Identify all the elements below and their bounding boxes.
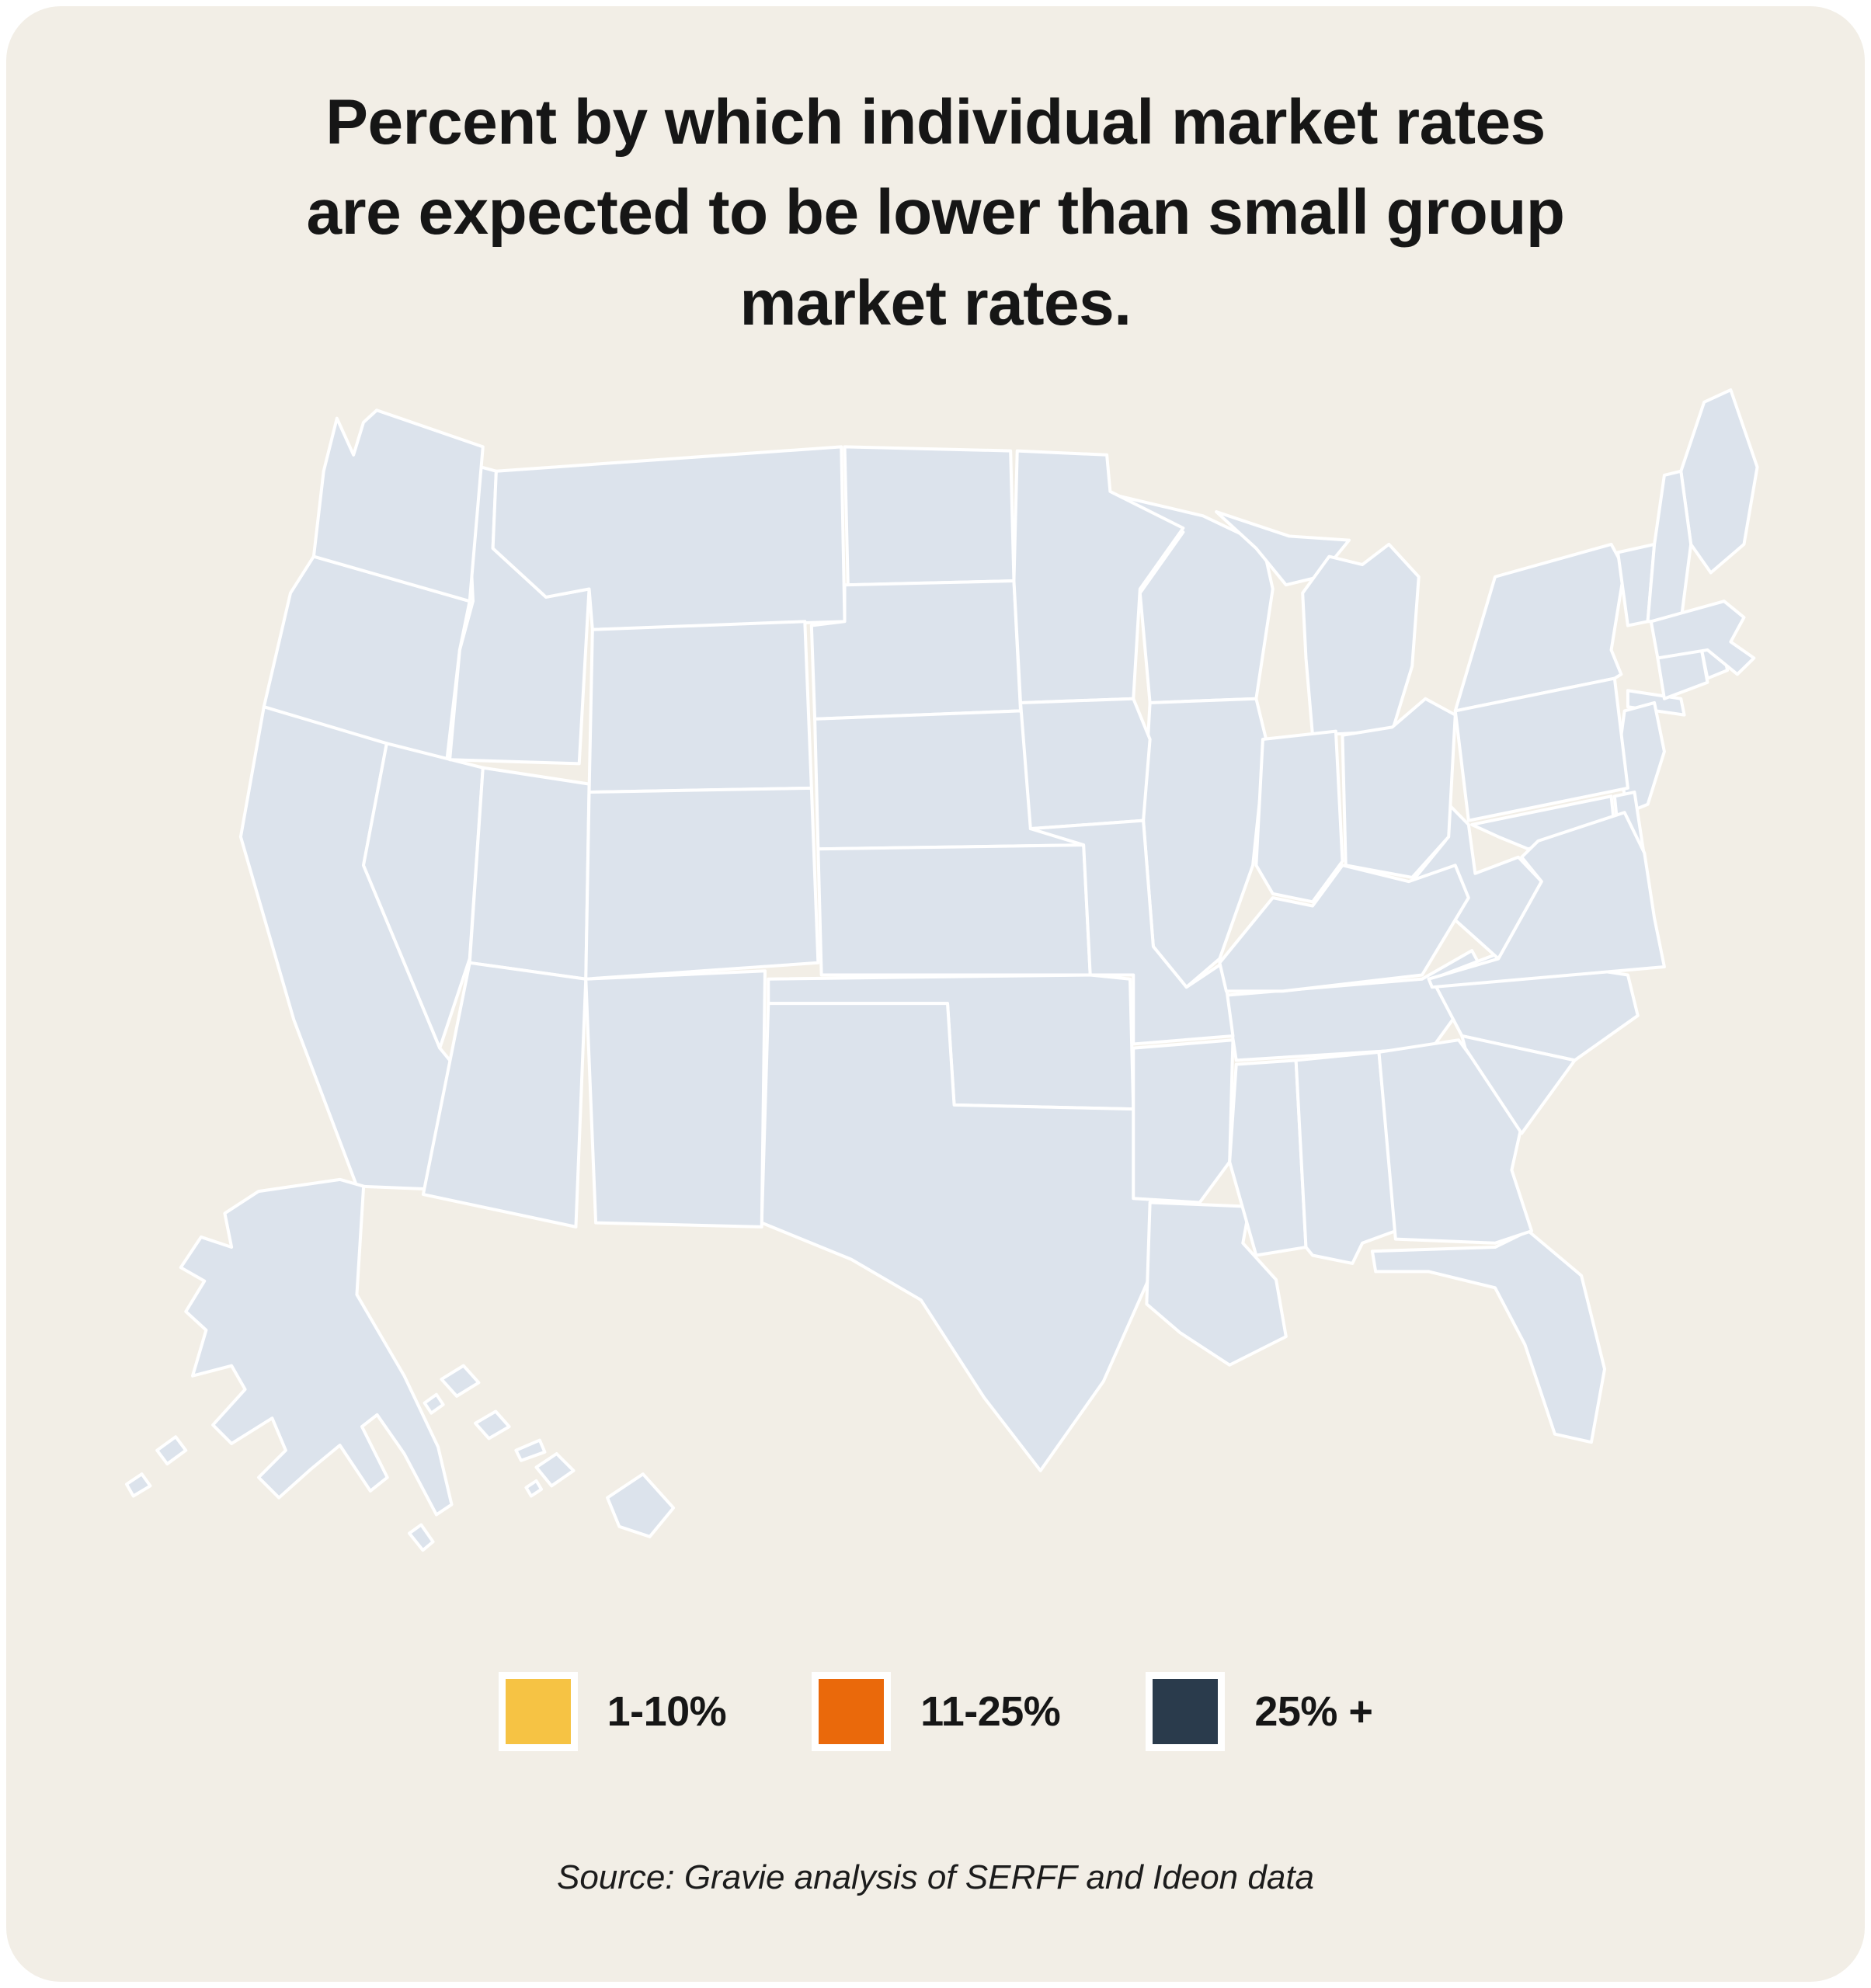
state-hawaii-kauai [441,1366,478,1396]
legend-label-11-25: 11-25% [920,1687,1061,1735]
legend-swatch-11-25 [812,1671,892,1751]
state-wyoming [589,622,811,793]
chart-title-line-2: are expected to be lower than small grou… [306,177,1565,248]
state-texas [761,1003,1173,1471]
state-arkansas [1133,1041,1233,1203]
state-alaska [180,1180,451,1515]
state-ohio [1342,699,1455,878]
state-virginia [1428,813,1664,988]
source-attribution: Source: Gravie analysis of SERFF and Ide… [556,1858,1315,1896]
state-massachusetts [1650,601,1753,674]
legend-swatch-25-plus [1146,1671,1226,1751]
state-south-carolina [1462,1036,1574,1134]
state-nevada [363,744,482,1048]
state-alaska-aleutian-island-2 [126,1474,150,1496]
state-hawaii-big-island [607,1474,673,1537]
chart-title: Percent by which individual market rates… [6,78,1865,349]
state-new-hampshire [1647,471,1691,622]
state-arizona [423,963,585,1227]
legend: 1-10% 11-25% 25% + [6,1671,1865,1751]
us-choropleth-map [6,353,1865,1626]
state-pennsylvania [1455,679,1627,821]
infographic-card: Percent by which individual market rates… [6,6,1865,1982]
legend-label-25-plus: 25% + [1254,1687,1373,1735]
state-iowa [1021,699,1150,829]
state-hawaii-molokai [516,1441,544,1461]
chart-title-line-3: market rates. [739,267,1132,339]
state-michigan-lower-peninsula [1302,544,1419,735]
state-kentucky [1219,866,1468,992]
state-kansas [818,845,1090,975]
legend-swatch-1-10 [498,1671,578,1751]
state-utah [469,768,589,979]
state-indiana [1256,732,1342,902]
legend-item-25-plus: 25% + [1146,1671,1373,1751]
state-hawaii-kahoolawe [526,1481,541,1496]
state-hawaii-maui [536,1454,573,1486]
state-alaska-panhandle-island [409,1525,433,1551]
state-alaska-aleutian-island-1 [157,1437,186,1465]
state-missouri [1030,821,1233,1044]
state-montana [492,447,844,630]
legend-item-11-25: 11-25% [812,1671,1061,1751]
legend-item-1-10: 1-10% [498,1671,727,1751]
state-hawaii-oahu [475,1412,509,1439]
state-hawaii-niihau [424,1395,443,1413]
state-mississippi [1229,1061,1306,1256]
chart-title-line-1: Percent by which individual market rates [325,87,1546,158]
legend-label-1-10: 1-10% [607,1687,727,1735]
state-maine [1681,390,1757,572]
state-colorado [586,788,818,979]
us-map-svg [89,353,1782,1626]
state-minnesota [1014,451,1183,703]
state-florida [1372,1231,1604,1442]
state-north-dakota [844,447,1014,586]
state-washington [313,411,482,602]
state-new-mexico [586,971,765,1228]
